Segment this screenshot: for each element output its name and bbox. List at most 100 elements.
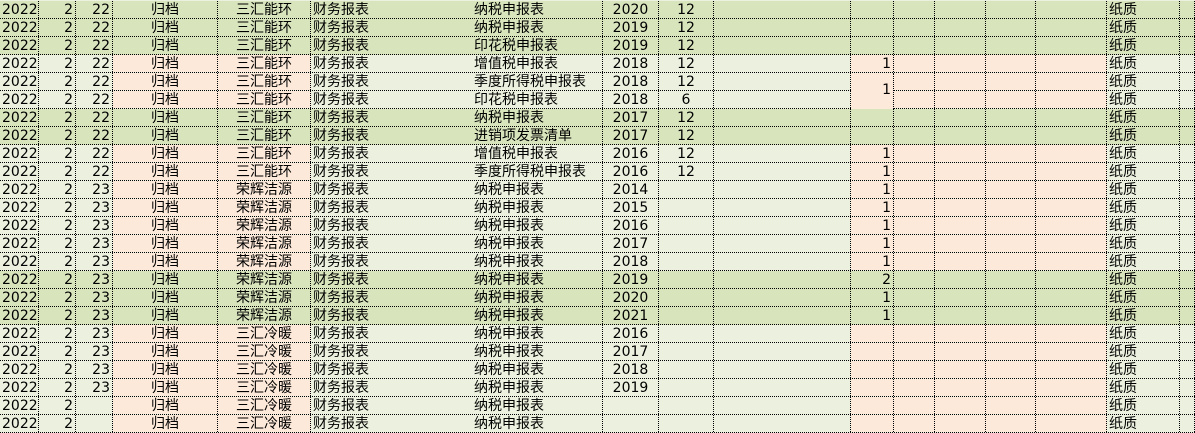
cell-count[interactable] (851, 325, 894, 342)
cell-category[interactable]: 财务报表 (311, 415, 472, 432)
cell-medium[interactable]: 纸质 (1107, 163, 1180, 180)
cell-empty[interactable] (714, 325, 851, 342)
cell-empty[interactable] (1180, 343, 1195, 360)
cell-company[interactable]: 荣辉洁源 (218, 253, 311, 270)
cell-doc-year[interactable]: 2016 (603, 145, 659, 162)
cell-document[interactable]: 印花税申报表 (472, 91, 603, 108)
cell-empty[interactable] (1036, 325, 1107, 342)
cell-day[interactable]: 23 (76, 325, 113, 342)
cell-category[interactable]: 财务报表 (311, 19, 472, 36)
cell-count[interactable] (851, 415, 894, 432)
cell-doc-year[interactable]: 2019 (603, 271, 659, 288)
cell-category[interactable]: 财务报表 (311, 271, 472, 288)
cell-doc-year[interactable]: 2017 (603, 343, 659, 360)
cell-document[interactable]: 增值税申报表 (472, 145, 603, 162)
cell-category[interactable]: 财务报表 (311, 109, 472, 126)
cell-month[interactable]: 2 (39, 91, 76, 108)
cell-count[interactable] (851, 1, 894, 18)
cell-months[interactable] (659, 199, 714, 216)
cell-empty[interactable] (714, 19, 851, 36)
cell-company[interactable]: 荣辉洁源 (218, 271, 311, 288)
cell-company[interactable]: 荣辉洁源 (218, 181, 311, 198)
cell-empty[interactable] (986, 199, 1036, 216)
cell-day[interactable]: 23 (76, 253, 113, 270)
cell-document[interactable]: 纳税申报表 (472, 379, 603, 396)
cell-document[interactable]: 纳税申报表 (472, 253, 603, 270)
cell-count[interactable] (851, 397, 894, 414)
cell-year[interactable]: 2022 (0, 379, 39, 396)
cell-status[interactable]: 归档 (113, 325, 218, 342)
cell-doc-year[interactable] (603, 415, 659, 432)
cell-empty[interactable] (986, 109, 1036, 126)
cell-empty[interactable] (1036, 55, 1107, 72)
cell-empty[interactable] (714, 253, 851, 270)
cell-document[interactable]: 纳税申报表 (472, 397, 603, 414)
cell-count[interactable] (851, 361, 894, 378)
cell-empty[interactable] (714, 37, 851, 54)
cell-empty[interactable] (894, 19, 935, 36)
cell-status[interactable]: 归档 (113, 361, 218, 378)
cell-empty[interactable] (935, 73, 986, 90)
cell-empty[interactable] (935, 181, 986, 198)
cell-company[interactable]: 荣辉洁源 (218, 289, 311, 306)
cell-status[interactable]: 归档 (113, 271, 218, 288)
cell-empty[interactable] (714, 397, 851, 414)
cell-empty[interactable] (986, 307, 1036, 324)
cell-count[interactable]: 1 (851, 163, 894, 180)
cell-count[interactable] (851, 109, 894, 126)
cell-months[interactable]: 12 (659, 73, 714, 90)
cell-year[interactable]: 2022 (0, 109, 39, 126)
cell-empty[interactable] (1036, 253, 1107, 270)
cell-company[interactable]: 荣辉洁源 (218, 235, 311, 252)
cell-company[interactable]: 三汇能环 (218, 127, 311, 144)
cell-year[interactable]: 2022 (0, 91, 39, 108)
cell-empty[interactable] (1036, 163, 1107, 180)
cell-month[interactable]: 2 (39, 199, 76, 216)
cell-company[interactable]: 三汇冷暖 (218, 379, 311, 396)
cell-category[interactable]: 财务报表 (311, 397, 472, 414)
cell-empty[interactable] (1036, 271, 1107, 288)
cell-months[interactable]: 12 (659, 127, 714, 144)
cell-empty[interactable] (986, 91, 1036, 108)
cell-empty[interactable] (714, 307, 851, 324)
cell-month[interactable]: 2 (39, 109, 76, 126)
cell-empty[interactable] (1036, 235, 1107, 252)
cell-empty[interactable] (935, 271, 986, 288)
cell-empty[interactable] (714, 145, 851, 162)
cell-empty[interactable] (986, 415, 1036, 432)
cell-medium[interactable]: 纸质 (1107, 1, 1180, 18)
cell-month[interactable]: 2 (39, 37, 76, 54)
cell-empty[interactable] (894, 397, 935, 414)
cell-empty[interactable] (986, 253, 1036, 270)
cell-category[interactable]: 财务报表 (311, 181, 472, 198)
cell-medium[interactable]: 纸质 (1107, 73, 1180, 90)
cell-document[interactable]: 纳税申报表 (472, 325, 603, 342)
cell-count[interactable] (851, 343, 894, 360)
cell-medium[interactable]: 纸质 (1107, 307, 1180, 324)
cell-month[interactable]: 2 (39, 55, 76, 72)
cell-empty[interactable] (986, 235, 1036, 252)
cell-empty[interactable] (1036, 199, 1107, 216)
cell-year[interactable]: 2022 (0, 271, 39, 288)
cell-empty[interactable] (894, 91, 935, 108)
cell-year[interactable]: 2022 (0, 253, 39, 270)
cell-company[interactable]: 三汇冷暖 (218, 397, 311, 414)
cell-months[interactable]: 12 (659, 163, 714, 180)
cell-empty[interactable] (1036, 181, 1107, 198)
cell-status[interactable]: 归档 (113, 343, 218, 360)
cell-document[interactable]: 印花税申报表 (472, 37, 603, 54)
cell-months[interactable] (659, 235, 714, 252)
cell-medium[interactable]: 纸质 (1107, 109, 1180, 126)
cell-empty[interactable] (894, 181, 935, 198)
cell-empty[interactable] (714, 361, 851, 378)
cell-count[interactable] (851, 19, 894, 36)
cell-company[interactable]: 三汇能环 (218, 19, 311, 36)
cell-empty[interactable] (935, 307, 986, 324)
cell-empty[interactable] (894, 271, 935, 288)
cell-company[interactable]: 荣辉洁源 (218, 217, 311, 234)
cell-months[interactable]: 12 (659, 37, 714, 54)
cell-year[interactable]: 2022 (0, 397, 39, 414)
cell-document[interactable]: 季度所得税申报表 (472, 163, 603, 180)
cell-months[interactable]: 12 (659, 145, 714, 162)
cell-document[interactable]: 纳税申报表 (472, 415, 603, 432)
